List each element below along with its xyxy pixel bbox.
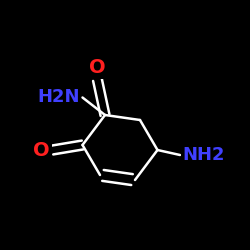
Text: O: O <box>33 140 50 160</box>
Text: O: O <box>89 58 106 78</box>
Text: NH2: NH2 <box>182 146 225 164</box>
Text: H2N: H2N <box>38 88 80 106</box>
